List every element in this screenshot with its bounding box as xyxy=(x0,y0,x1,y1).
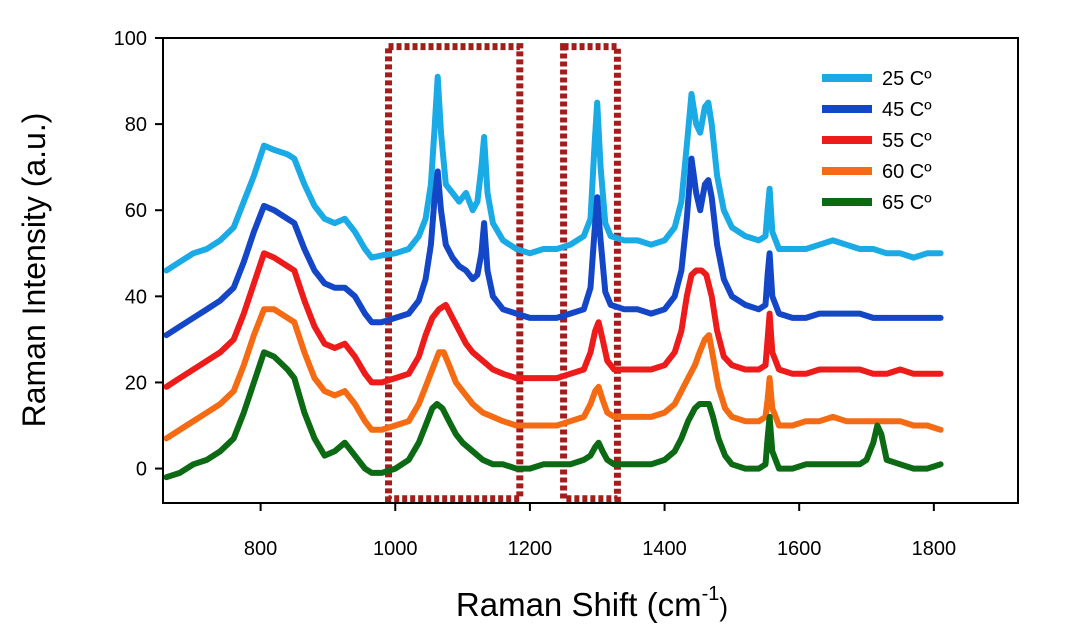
x-axis-title-main: Raman Shift (cm xyxy=(456,586,702,623)
highlight-boxes xyxy=(385,43,621,503)
legend-label-4: 60 Cº xyxy=(882,161,932,183)
plot-frame xyxy=(162,37,1019,504)
y-tick-label-40: 40 xyxy=(125,286,147,308)
x-axis-title: Raman Shift (cm-1) xyxy=(456,583,728,623)
y-tick-label-20: 20 xyxy=(125,372,147,394)
x-axis-title-close: ) xyxy=(719,592,728,622)
series-line-5 xyxy=(163,349,944,481)
legend-label-3: 55 Cº xyxy=(882,130,932,152)
x-axis-title-superscript: -1 xyxy=(702,583,720,605)
y-tick-label-60: 60 xyxy=(125,200,147,222)
legend-label-2: 45 Cº xyxy=(882,99,932,121)
x-tick-label-1600: 1600 xyxy=(777,538,822,560)
legend-label-1: 25 Cº xyxy=(882,68,932,90)
series-line-2 xyxy=(163,155,944,339)
series-line-4 xyxy=(163,306,944,442)
x-axis-ticks: 800 1000 1200 1400 1600 1800 xyxy=(244,503,956,560)
x-tick-label-1200: 1200 xyxy=(508,538,553,560)
y-tick-label-0: 0 xyxy=(136,459,147,481)
y-tick-label-80: 80 xyxy=(125,114,147,136)
legend: 25 Cº 45 Cº 55 Cº 60 Cº 65 Cº xyxy=(822,68,932,214)
series-line-1 xyxy=(163,73,944,274)
y-tick-label-100: 100 xyxy=(114,28,147,50)
x-tick-label-1400: 1400 xyxy=(642,538,687,560)
highlight-box-1 xyxy=(385,43,524,503)
x-tick-label-800: 800 xyxy=(244,538,277,560)
series-lines xyxy=(163,73,944,481)
y-axis-ticks: 0 20 40 60 80 100 xyxy=(114,28,163,481)
x-tick-label-1800: 1800 xyxy=(912,538,957,560)
series-line-3 xyxy=(163,250,944,390)
legend-label-5: 65 Cº xyxy=(882,192,932,214)
highlight-box-2 xyxy=(560,43,621,503)
x-tick-label-1000: 1000 xyxy=(373,538,418,560)
y-axis-title: Raman Intensity (a.u.) xyxy=(16,113,52,428)
